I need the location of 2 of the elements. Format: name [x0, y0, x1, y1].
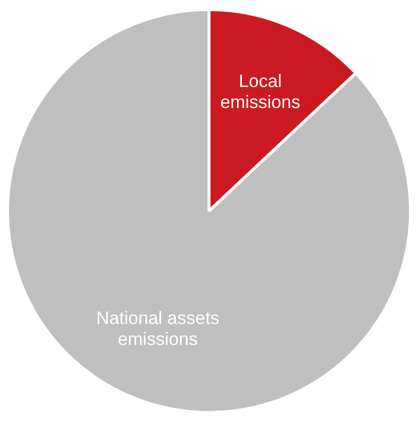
slice-label: National assets emissions	[96, 308, 220, 349]
slice-label: Local emissions	[220, 71, 300, 112]
